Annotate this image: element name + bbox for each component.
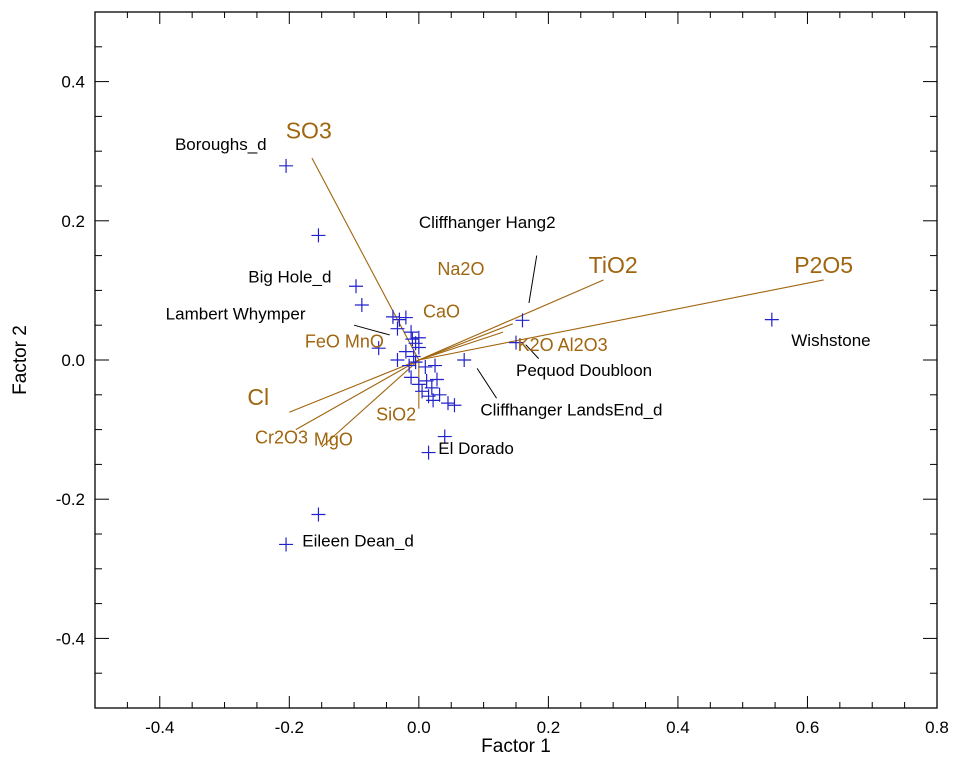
data-point [385, 309, 400, 324]
leader-line [528, 255, 538, 304]
x-tick-label: -0.2 [275, 718, 304, 737]
data-point [509, 335, 523, 350]
variable-label: TiO2 [589, 252, 638, 278]
variable-label: K2O Al2O3 [518, 335, 608, 355]
sample-label: Eileen Dean_d [302, 532, 414, 551]
data-point [404, 325, 419, 340]
data-point [279, 158, 294, 173]
data-point [428, 358, 443, 373]
variable-label: SiO2 [376, 405, 416, 425]
axis-ticks [95, 12, 937, 708]
data-point [440, 396, 455, 411]
variable-label: CaO [423, 302, 460, 322]
data-point [408, 355, 423, 370]
data-point [402, 358, 417, 373]
vector-cr2o3 [295, 359, 420, 431]
data-point [279, 537, 294, 552]
sample-label: El Dorado [438, 439, 514, 458]
data-point [418, 359, 433, 374]
variable-labels: SO3 Na2O TiO2 P2O5 CaO Cl Cr2O3 MgO SiO2 K2O Al2O… [247, 118, 853, 450]
y-tick-labels: -0.4 -0.2 0.0 0.2 0.4 [56, 73, 85, 649]
sample-label: Cliffhanger LandsEnd_d [480, 401, 662, 420]
x-tick-labels: -0.4 -0.2 0.0 0.2 0.4 0.6 0.8 [145, 718, 949, 737]
x-tick-label: 0.8 [925, 718, 949, 737]
data-point [354, 298, 369, 313]
y-tick-label: 0.2 [61, 212, 85, 231]
x-tick-label: -0.4 [145, 718, 174, 737]
sample-label: Pequod Doubloon [516, 361, 652, 380]
variable-label: P2O5 [794, 252, 853, 278]
x-tick-label: 0.2 [537, 718, 561, 737]
data-point [421, 445, 436, 460]
data-point [432, 387, 447, 402]
vector-mgo [321, 359, 420, 448]
data-point [447, 398, 462, 413]
data-point [311, 228, 326, 243]
variable-label: MgO [314, 430, 353, 450]
factor-loading-vectors [289, 157, 824, 448]
data-point [392, 312, 407, 327]
data-point [429, 372, 444, 387]
x-axis-title: Factor 1 [481, 736, 551, 757]
data-point [406, 349, 421, 364]
vector-na2o [418, 323, 513, 361]
leader-line [476, 368, 497, 399]
sample-label: Boroughs_d [175, 135, 267, 154]
data-point [424, 380, 439, 395]
data-point [437, 429, 452, 444]
data-point [405, 332, 420, 347]
x-tick-label: 0.4 [666, 718, 690, 737]
vector-cl [289, 359, 420, 413]
plot-frame [94, 11, 938, 709]
y-tick-label: 0.0 [61, 351, 85, 370]
variable-label: Na2O [437, 259, 484, 279]
y-tick-label: -0.2 [56, 490, 85, 509]
data-point [349, 279, 364, 294]
sample-labels: Boroughs_d Cliffhanger Hang2 Big Hole_d Lam… [166, 135, 871, 551]
data-point [411, 377, 426, 392]
vector-p2o5 [418, 279, 824, 361]
label-leader-lines [353, 255, 540, 399]
data-point [515, 313, 530, 328]
variable-label: Cr2O3 [255, 428, 308, 448]
data-point [426, 393, 441, 408]
y-axis-title: Factor 2 [10, 325, 31, 395]
data-point [390, 321, 405, 336]
variable-label: Cl [247, 384, 269, 410]
y-tick-label: -0.4 [56, 629, 85, 648]
data-point [398, 310, 413, 325]
vector-so3 [311, 157, 420, 361]
leader-line [353, 324, 390, 336]
variable-label: FeO MnO [305, 331, 384, 351]
data-point [411, 340, 426, 355]
data-point [371, 341, 386, 356]
variable-label: SO3 [286, 118, 332, 144]
x-tick-label: 0.0 [407, 718, 431, 737]
sample-label: Big Hole_d [248, 268, 331, 287]
sample-label: Wishstone [791, 331, 870, 350]
data-point [764, 312, 779, 327]
data-point [311, 507, 326, 522]
sample-label: Cliffhanger Hang2 [419, 213, 556, 232]
data-point [390, 353, 405, 367]
x-tick-label: 0.6 [796, 718, 820, 737]
data-point [457, 353, 472, 367]
y-tick-label: 0.4 [61, 73, 85, 92]
vector-cao [418, 331, 504, 361]
leader-line [525, 344, 540, 359]
vector-tio2 [418, 279, 604, 361]
sample-points [279, 158, 779, 552]
sample-label: Lambert Whymper [166, 305, 306, 324]
data-point [398, 344, 413, 359]
data-point [404, 370, 419, 385]
